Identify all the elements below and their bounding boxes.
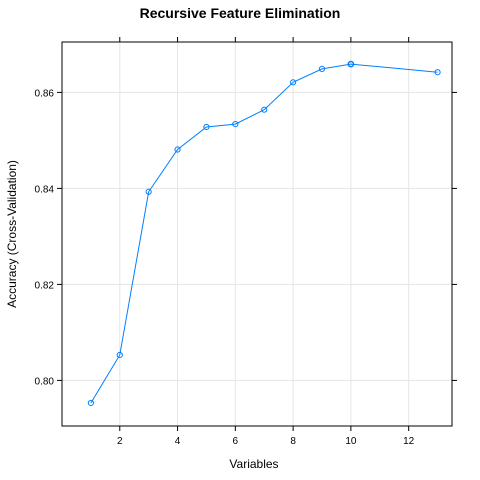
plot-panel-frame: [61, 41, 453, 427]
y-tick-label: 0.86: [35, 88, 55, 99]
series-line-group: [90, 63, 438, 404]
x-tick-label: 10: [345, 436, 357, 447]
series-line: [90, 63, 438, 404]
x-tick-label: 6: [233, 436, 239, 447]
grid: [62, 42, 452, 426]
x-axis-label: Variables: [229, 457, 278, 471]
y-tick-label: 0.82: [35, 280, 55, 291]
y-tick-label: 0.84: [35, 184, 55, 195]
selected-data-point: [347, 60, 355, 68]
axis-tick-labels: 2 4 6 8 10 12 0.80 0.82 0.84 0.86: [35, 88, 415, 447]
data-point: [145, 188, 152, 195]
data-point: [434, 69, 441, 76]
axis-ticks: [57, 37, 457, 431]
y-axis-label: Accuracy (Cross-Validation): [5, 160, 19, 308]
data-point: [290, 79, 297, 86]
x-tick-label: 2: [117, 436, 123, 447]
data-point: [232, 120, 239, 128]
x-tick-label: 8: [290, 436, 296, 447]
chart-title: Recursive Feature Elimination: [140, 5, 341, 21]
series-points: [87, 60, 441, 407]
data-point: [318, 65, 326, 72]
data-point: [87, 399, 94, 407]
x-tick-label: 4: [175, 436, 181, 447]
data-point: [203, 123, 210, 131]
y-tick-label: 0.80: [35, 376, 55, 387]
data-point: [174, 146, 181, 153]
data-point: [261, 106, 268, 113]
data-point: [116, 351, 123, 359]
x-tick-label: 12: [403, 436, 415, 447]
